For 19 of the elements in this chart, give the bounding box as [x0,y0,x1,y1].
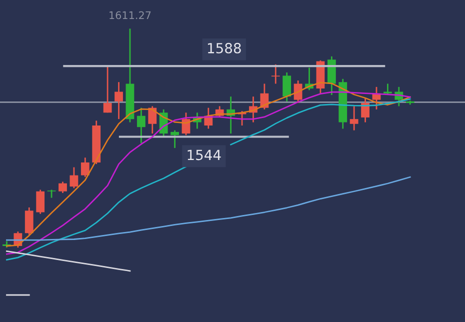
ref-line-label: 1588 [208,42,241,54]
candlestick [80,156,90,178]
candlestick [170,130,179,149]
candlestick [103,64,112,114]
candlestick [271,64,280,84]
candlestick [70,166,78,189]
candlestick [350,106,358,132]
annotation: 1611.27 [110,11,151,20]
candlestick [114,81,123,120]
candlestick [361,97,370,123]
candlestick [36,189,45,215]
ref-line-label: 1544 [188,150,221,160]
candlestick [260,83,269,110]
candlestick [282,72,292,102]
candlestick [148,106,157,134]
candlestick [24,206,34,236]
candlestick [58,181,67,194]
candlestick [383,83,392,96]
candlestick [136,107,146,144]
